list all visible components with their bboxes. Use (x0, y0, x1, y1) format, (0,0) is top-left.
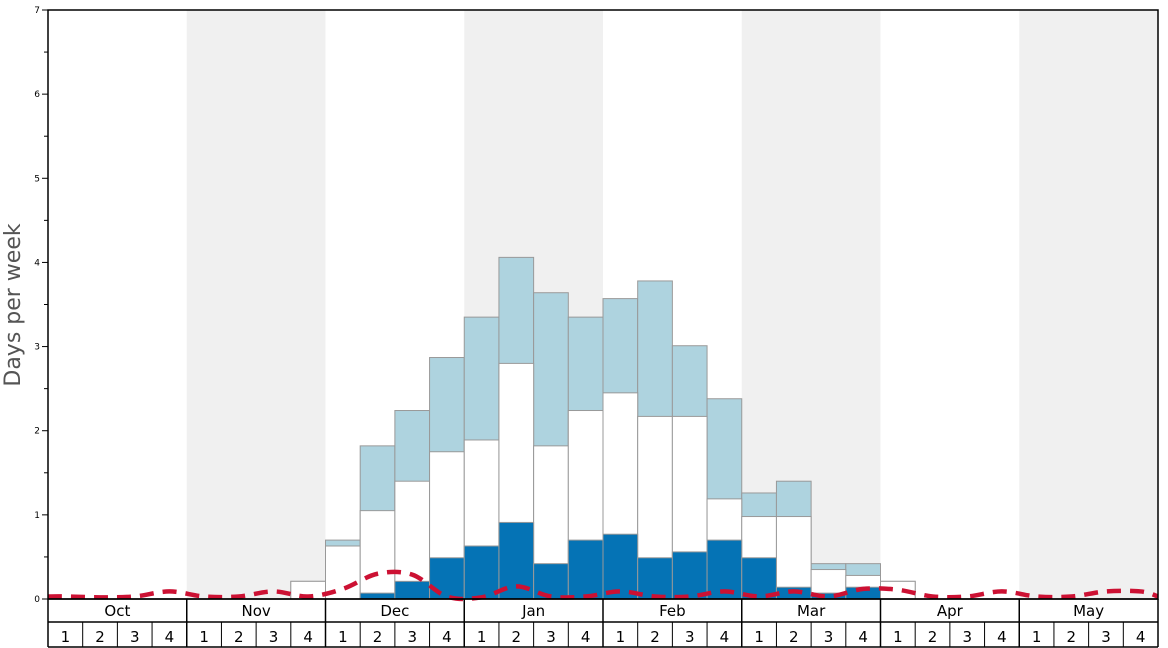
bar-bottom-12 (463, 545, 500, 600)
trend-line (47, 569, 1159, 602)
week-label-may-3: 3 (1101, 628, 1111, 646)
y-tick-label-5: 5 (34, 174, 40, 184)
y-tick-label-4: 4 (34, 258, 40, 268)
week-label-feb-4: 4 (720, 628, 730, 646)
week-label-feb-1: 1 (616, 628, 626, 646)
month-label-nov: Nov (241, 602, 270, 620)
month-label-apr: Apr (937, 602, 964, 620)
week-label-nov-3: 3 (269, 628, 279, 646)
week-label-nov-4: 4 (303, 628, 313, 646)
week-label-mar-2: 2 (789, 628, 799, 646)
week-label-may-1: 1 (1032, 628, 1042, 646)
week-label-jan-2: 2 (512, 628, 522, 646)
y-tick-label-7: 7 (34, 6, 40, 16)
week-label-oct-4: 4 (165, 628, 175, 646)
bar-bottom-15 (567, 539, 604, 600)
week-label-feb-2: 2 (650, 628, 660, 646)
month-band-may (1019, 10, 1158, 599)
bar-bottom-9 (359, 592, 396, 600)
y-tick-label-2: 2 (34, 427, 40, 437)
week-label-nov-2: 2 (234, 628, 244, 646)
y-tick-label-3: 3 (34, 343, 40, 353)
month-band-nov (186, 10, 326, 599)
week-label-jan-1: 1 (477, 628, 487, 646)
month-label-mar: Mar (797, 602, 826, 620)
bar-bottom-17 (637, 557, 673, 600)
y-axis-label-box: Days per week (0, 0, 26, 600)
week-label-jan-4: 4 (581, 628, 591, 646)
bar-bottom-16 (602, 533, 639, 600)
week-label-nov-1: 1 (199, 628, 209, 646)
bar-middle-21 (775, 516, 812, 600)
month-label-jan: Jan (521, 602, 545, 620)
week-label-apr-2: 2 (928, 628, 938, 646)
bar-middle-9 (359, 510, 396, 600)
week-label-oct-3: 3 (130, 628, 140, 646)
week-label-apr-3: 3 (962, 628, 972, 646)
bar-middle-10 (394, 480, 431, 600)
week-label-apr-4: 4 (997, 628, 1007, 646)
month-label-feb: Feb (659, 602, 686, 620)
week-label-dec-4: 4 (442, 628, 452, 646)
month-label-may: May (1073, 602, 1104, 620)
week-label-dec-3: 3 (407, 628, 417, 646)
week-label-jan-3: 3 (546, 628, 556, 646)
week-label-mar-1: 1 (754, 628, 764, 646)
week-label-oct-1: 1 (61, 628, 71, 646)
y-axis-label-svg: Days per week (1, 223, 26, 386)
week-label-dec-1: 1 (338, 628, 348, 646)
week-label-apr-1: 1 (893, 628, 903, 646)
week-label-dec-2: 2 (373, 628, 383, 646)
bar-bottom-10 (394, 580, 431, 600)
bar-bottom-11 (429, 557, 465, 600)
week-label-may-4: 4 (1136, 628, 1146, 646)
week-label-feb-3: 3 (685, 628, 695, 646)
y-tick-label-1: 1 (34, 511, 40, 521)
y-tick-label-0: 0 (34, 595, 40, 605)
week-label-oct-2: 2 (95, 628, 105, 646)
y-tick-label-6: 6 (34, 90, 40, 100)
bar-bottom-18 (671, 551, 708, 600)
y-axis-label: Days per week (1, 223, 26, 386)
week-label-mar-3: 3 (824, 628, 834, 646)
week-label-mar-4: 4 (858, 628, 868, 646)
week-label-may-2: 2 (1067, 628, 1077, 646)
month-label-dec: Dec (380, 602, 409, 620)
month-label-oct: Oct (104, 602, 130, 620)
